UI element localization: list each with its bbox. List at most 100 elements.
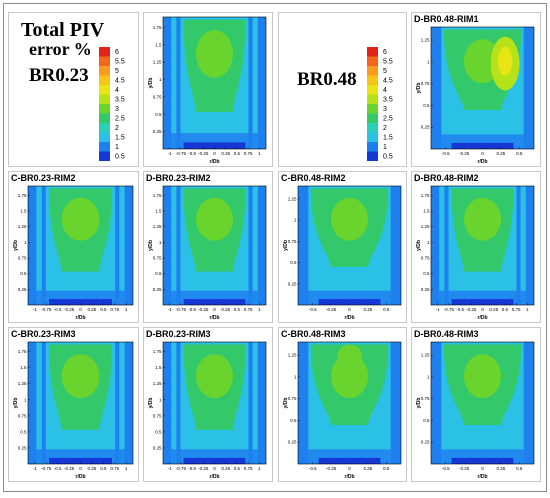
- colorbar-level-label: 2: [383, 125, 387, 132]
- x-tick-label: -0.25: [326, 466, 337, 471]
- x-axis-label: r/Db: [76, 315, 86, 321]
- colorbar-swatch: [99, 142, 110, 152]
- x-tick-label: -0.5: [309, 307, 317, 312]
- x-tick-label: -0.5: [54, 466, 62, 471]
- wall-region-left: [431, 342, 442, 464]
- x-tick-label: 0: [348, 307, 351, 312]
- x-tick-label: -0.25: [326, 307, 337, 312]
- colorbar-swatch: [99, 132, 110, 142]
- wall-strip-left: [171, 342, 177, 464]
- group-label-br023: BR0.23: [29, 65, 89, 86]
- x-tick-label: 0.75: [244, 307, 253, 312]
- contour-plot: 0.25 0.5 0.75 1 1.25 1.5 1.75 -1 -0.75 -0.5 -0.25 0…: [12, 184, 136, 321]
- x-tick-label: 0.25: [88, 307, 97, 312]
- colorbar-level-label: 1: [115, 144, 119, 151]
- wall-region-right: [390, 186, 401, 305]
- group-label-br048: BR0.48: [297, 69, 357, 90]
- x-tick-label: -0.25: [466, 307, 477, 312]
- plume-top-spot: [337, 344, 362, 369]
- contour-panel-d-br048-rim2: D-BR0.48-RIM2 0.25 0.5 0.75 1 1.25 1.5 1.75 -1-…: [411, 171, 541, 323]
- x-tick-label: 0.75: [110, 466, 119, 471]
- x-tick-label: 0: [213, 151, 216, 156]
- colorbar-level-label: 5.5: [115, 59, 125, 66]
- y-tick-label: 1: [294, 374, 297, 379]
- plume-core: [61, 354, 100, 399]
- x-tick-label: 0: [481, 466, 484, 471]
- colorbar-swatch: [367, 132, 378, 142]
- wall-strip-left: [171, 186, 177, 305]
- panel-title: D-BR0.48-RIM2: [414, 173, 479, 183]
- y-tick-label: 1.75: [153, 349, 162, 354]
- colorbar-swatch: [367, 66, 378, 76]
- x-tick-label: 0.25: [497, 151, 506, 156]
- contour-plot: 0.25 0.5 0.75 1 1.25 1.5 1.75 -1 -0.75 -0.5 -0.25 0…: [147, 15, 269, 165]
- x-tick-label: -1: [168, 307, 172, 312]
- colorbar-swatch: [367, 85, 378, 95]
- x-tick-label: 0.5: [234, 466, 241, 471]
- x-tick-label: -0.5: [442, 151, 450, 156]
- panel-title: D-BR0.23-RIM3: [146, 329, 211, 339]
- plume-core: [463, 354, 502, 399]
- y-tick-label: 0.25: [421, 287, 430, 292]
- bottom-band-dark: [451, 457, 514, 464]
- y-tick-label: 0.5: [155, 112, 162, 117]
- y-axis-label: y/Db: [416, 240, 422, 251]
- y-tick-label: 1: [159, 397, 162, 402]
- x-tick-label: 0.25: [221, 466, 230, 471]
- contour-panel-d-br023-rim2: D-BR0.23-RIM2 0.25 0.5 0.75 1 1.25 1.5 1.75 -1-…: [143, 171, 273, 323]
- colorbar-swatch: [367, 47, 378, 57]
- colorbar-level-label: 1.5: [115, 135, 125, 142]
- colorbar-level-label: 1.5: [383, 135, 393, 142]
- y-tick-label: 1: [159, 240, 162, 245]
- colorbar-swatch: [99, 75, 110, 85]
- y-tick-label: 1.25: [18, 381, 27, 386]
- y-tick-label: 0.25: [421, 440, 430, 445]
- y-tick-label: 1.25: [153, 381, 162, 386]
- x-tick-label: -0.5: [309, 466, 317, 471]
- x-axis-label: r/Db: [345, 474, 355, 480]
- x-tick-label: 0.25: [221, 151, 230, 156]
- y-axis-label: y/Db: [148, 240, 154, 251]
- x-axis-label: r/Db: [478, 159, 488, 165]
- colorbar-level-label: 6: [383, 49, 387, 56]
- colorbar-swatch: [99, 123, 110, 133]
- x-tick-label: -0.25: [198, 307, 209, 312]
- figure-frame: Total PIV error % BR0.23 6 5.5 5 4.5 4 3.5 3 2.…: [3, 3, 547, 492]
- bottom-band-dark: [451, 142, 514, 149]
- colorbar-level-label: 2.5: [115, 116, 125, 123]
- x-tick-label: 0: [79, 307, 82, 312]
- x-tick-label: -0.75: [176, 307, 187, 312]
- contour-plot: 0.25 0.5 0.75 1 1.25 1.5 1.75 -1 -0.75 -0.5 -0.25 0…: [147, 340, 269, 480]
- x-tick-label: -1: [436, 307, 440, 312]
- y-tick-label: 1.5: [155, 209, 162, 214]
- y-tick-label: 0.75: [18, 413, 27, 418]
- x-axis-label: r/Db: [210, 315, 220, 321]
- wall-strip-left: [36, 186, 42, 305]
- colorbar-level-label: 4: [115, 87, 119, 94]
- contour-panel-d-br048-rim1: D-BR0.48-RIM1 0.25 0.5 0.75 1 1.25 -0.5 -0.25 0…: [411, 12, 541, 167]
- x-tick-label: -1: [33, 307, 37, 312]
- colorbar-swatch: [367, 56, 378, 66]
- x-axis-label: r/Db: [210, 159, 220, 165]
- wall-strip-right: [520, 186, 526, 305]
- legend-cell-br048: BR0.48 6 5.5 5 4.5 4 3.5 3 2.5 2 1.5 1 0.5: [278, 12, 407, 167]
- colorbar-swatch: [99, 66, 110, 76]
- colorbar-swatch: [367, 113, 378, 123]
- colorbar-br023: 6 5.5 5 4.5 4 3.5 3 2.5 2 1.5 1 0.5: [99, 47, 138, 166]
- y-tick-label: 0.25: [288, 440, 297, 445]
- colorbar-swatch: [367, 94, 378, 104]
- colorbar-level-label: 4.5: [115, 78, 125, 85]
- x-tick-label: 0.25: [88, 466, 97, 471]
- y-tick-label: 0.75: [153, 256, 162, 261]
- y-tick-label: 1.5: [423, 209, 430, 214]
- colorbar-level-label: 0.5: [115, 154, 125, 161]
- x-tick-label: 0.25: [489, 307, 498, 312]
- y-tick-label: 0.75: [421, 81, 430, 86]
- colorbar-level-label: 5: [115, 68, 119, 75]
- contour-plot: 0.25 0.5 0.75 1 1.25 1.5 1.75 -1 -0.75 -0.5 -0.25 0…: [147, 184, 269, 321]
- y-tick-label: 1.5: [155, 42, 162, 47]
- colorbar-level-label: 4: [383, 87, 387, 94]
- colorbar-level-label: 4.5: [383, 78, 393, 85]
- wall-strip-left: [36, 342, 42, 464]
- x-tick-label: -0.5: [54, 307, 62, 312]
